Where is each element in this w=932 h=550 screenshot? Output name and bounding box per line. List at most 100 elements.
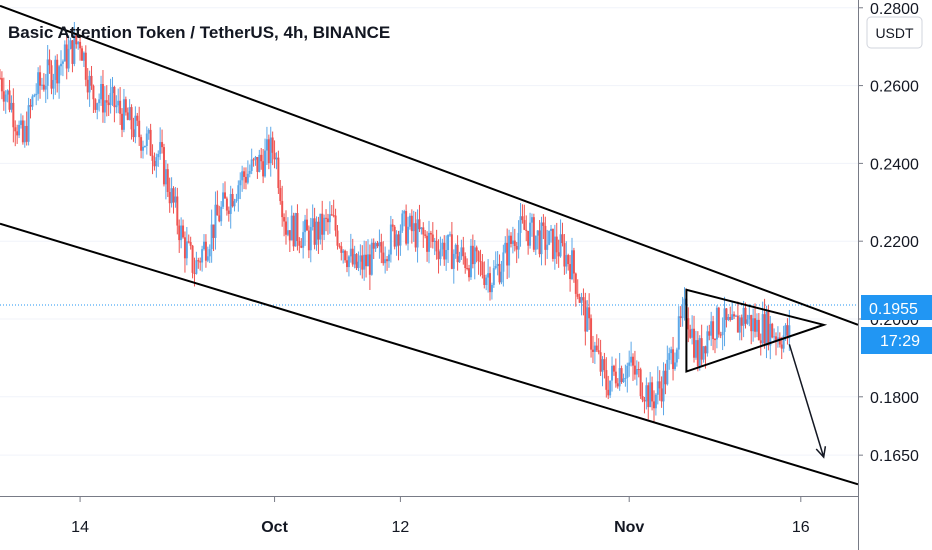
candle-body [506,242,509,266]
candle-body [536,230,539,236]
candle-body [630,356,633,363]
candle-body [117,100,120,106]
candle-body [134,115,137,138]
channel-lower-line[interactable] [0,222,859,486]
candle-body [105,100,108,103]
candle-body [39,72,42,86]
candle-body [696,340,699,367]
countdown-value: 17:29 [880,333,920,350]
candle-body [475,247,478,252]
last-price-value: 0.1955 [869,301,918,318]
candle-body [384,259,387,264]
candle-body [46,59,49,86]
candle-body [456,244,459,263]
candle-body [372,242,375,249]
candle-body [235,198,238,202]
candle-body [658,381,661,389]
candle-body [61,61,64,64]
candle-body [532,217,535,250]
candle-body [319,213,322,240]
candle-body [349,248,352,257]
channel-upper-line[interactable] [0,4,859,326]
candle-body [559,234,562,257]
candle-body [439,249,442,260]
candle-body [464,256,467,268]
candle-body [216,204,219,216]
candle-body [407,226,410,244]
candle-body [763,314,766,344]
candle-body [481,262,484,275]
candle-body [336,230,339,246]
candle-body [584,300,587,332]
candle-body [94,99,97,110]
candle-body [6,90,9,95]
y-tick-label: 0.1650 [870,448,919,465]
candle-body [614,371,617,384]
candle-body [399,230,402,246]
candle-body [258,154,261,172]
candle-body [540,222,543,255]
x-tick-label: Nov [614,519,644,536]
candle-body [115,105,118,108]
candle-body [752,318,755,332]
candle-body [241,171,244,181]
candle-body [534,235,537,250]
candle-body [784,325,787,336]
candle-body [71,40,74,64]
candle-body [546,244,549,250]
candle-body [101,84,104,113]
candle-body [633,365,636,375]
candle-body [414,223,417,248]
candle-body [725,308,728,320]
projection-arrow[interactable] [788,344,825,458]
countdown-badge: 17:29 [861,327,932,354]
candle-body [673,362,676,369]
candle-body [679,316,682,319]
candle-body [460,247,463,257]
candle-body [37,72,40,94]
candle-body [734,315,737,317]
candle-body [509,235,512,244]
candle-body [162,147,165,185]
candle-body [172,188,175,203]
x-tick-label: Oct [261,519,288,536]
candle-body [63,44,66,62]
candle-body [424,234,427,236]
candle-body [721,331,724,336]
candle-body [244,176,247,183]
last-price-badge: 0.1955 [861,295,932,320]
candle-body [591,349,594,352]
candle-body [771,323,774,338]
candle-body [201,249,204,263]
candle-body [748,315,751,320]
candle-body [107,102,110,106]
candle-body [271,137,274,153]
candle-body [708,331,711,336]
candle-body [643,400,646,402]
candle-body [218,215,221,222]
candle-body [161,142,164,148]
candle-body [151,155,154,161]
candle-body [773,336,776,338]
currency-unit-button[interactable]: USDT [866,16,923,49]
candle-body [652,401,655,409]
triangle-pattern[interactable] [685,288,828,373]
candle-body [393,226,396,247]
candle-body [124,99,127,113]
candle-body [515,246,518,250]
candle-body [519,216,522,233]
candle-body [647,385,650,408]
candle-body [305,219,308,231]
candle-body [260,154,263,162]
candle-body [435,240,438,252]
candle-body [243,171,246,177]
candle-body [433,240,436,242]
candle-body [555,236,558,253]
candle-body [466,267,469,269]
candle-body [208,249,211,257]
candle-body [742,307,745,326]
candle-body [233,201,236,207]
candle-body [769,323,772,346]
candle-body [542,222,545,226]
